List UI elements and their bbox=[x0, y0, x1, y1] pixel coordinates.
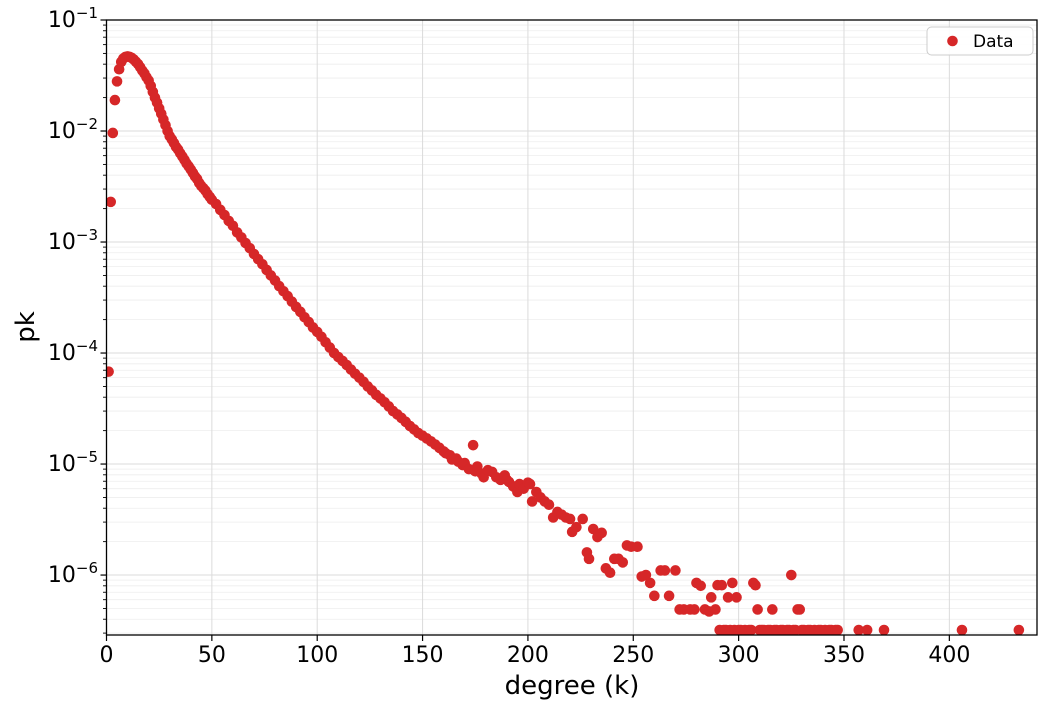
data-point bbox=[526, 496, 538, 507]
x-axis-label: degree (k) bbox=[505, 671, 640, 701]
data-point bbox=[659, 565, 671, 576]
legend-box bbox=[926, 26, 1034, 56]
data-point bbox=[583, 553, 595, 565]
data-point bbox=[571, 521, 582, 533]
y-tick-label: 10−4 bbox=[48, 337, 98, 366]
x-tick-label: 350 bbox=[823, 643, 865, 668]
y-tick-label: 10−1 bbox=[48, 4, 98, 33]
x-tick-label: 300 bbox=[718, 643, 760, 668]
data-point bbox=[722, 592, 734, 603]
data-point bbox=[878, 624, 890, 635]
data-point bbox=[752, 604, 763, 615]
data-point bbox=[750, 579, 761, 591]
data-point bbox=[543, 499, 555, 511]
data-point bbox=[111, 76, 123, 87]
gridlines-minor bbox=[106, 24, 1037, 634]
data-point bbox=[649, 590, 660, 602]
data-point bbox=[705, 592, 717, 603]
data-point bbox=[1013, 624, 1025, 635]
data-point bbox=[670, 565, 681, 576]
scatter-points bbox=[106, 51, 1025, 635]
y-tick-label: 10−5 bbox=[48, 448, 98, 477]
data-point bbox=[695, 580, 707, 592]
x-tick-label: 150 bbox=[402, 643, 444, 668]
data-point bbox=[587, 523, 599, 535]
data-point bbox=[861, 624, 873, 635]
x-tick-label: 100 bbox=[296, 643, 338, 668]
data-point bbox=[467, 439, 479, 451]
legend: Data bbox=[926, 26, 1034, 56]
data-point bbox=[564, 513, 576, 525]
data-point bbox=[524, 478, 536, 490]
data-point bbox=[745, 624, 757, 635]
data-point bbox=[767, 604, 778, 615]
data-point bbox=[716, 579, 728, 591]
y-tick-label: 10−2 bbox=[48, 115, 98, 144]
data-point bbox=[640, 569, 652, 581]
data-point bbox=[710, 604, 721, 615]
axis-tick-labels: 0 50 100 150 200 250 300 350 400 10−1 10−2 10−3 10−4… bbox=[48, 4, 970, 668]
data-point bbox=[794, 604, 806, 615]
data-point bbox=[107, 127, 119, 139]
x-tick-label: 0 bbox=[100, 643, 114, 668]
y-tick-label: 10−3 bbox=[48, 226, 98, 255]
data-point bbox=[106, 196, 117, 208]
data-point bbox=[731, 592, 742, 603]
y-axis-label: pk bbox=[11, 311, 41, 343]
data-point bbox=[786, 569, 797, 581]
data-point bbox=[109, 94, 121, 106]
axis-ticks bbox=[100, 19, 950, 641]
data-point bbox=[632, 541, 643, 553]
data-point bbox=[727, 577, 738, 589]
y-tick-label: 10−6 bbox=[48, 559, 98, 588]
data-point bbox=[663, 590, 675, 602]
x-tick-label: 200 bbox=[507, 643, 549, 668]
x-tick-label: 250 bbox=[612, 643, 654, 668]
data-point bbox=[617, 557, 629, 568]
data-point bbox=[106, 366, 114, 377]
data-point bbox=[577, 513, 589, 525]
data-point bbox=[853, 624, 865, 635]
data-point bbox=[596, 527, 607, 539]
axes-frame bbox=[105, 19, 1038, 636]
legend-label: Data bbox=[973, 32, 1014, 52]
x-tick-label: 50 bbox=[198, 643, 226, 668]
x-tick-label: 400 bbox=[928, 643, 970, 668]
data-point bbox=[832, 624, 843, 635]
data-point bbox=[604, 567, 616, 579]
gridlines-major bbox=[106, 19, 1037, 635]
data-point bbox=[956, 624, 968, 635]
data-point bbox=[689, 604, 700, 615]
legend-marker-icon bbox=[947, 35, 958, 47]
data-point bbox=[644, 577, 656, 589]
